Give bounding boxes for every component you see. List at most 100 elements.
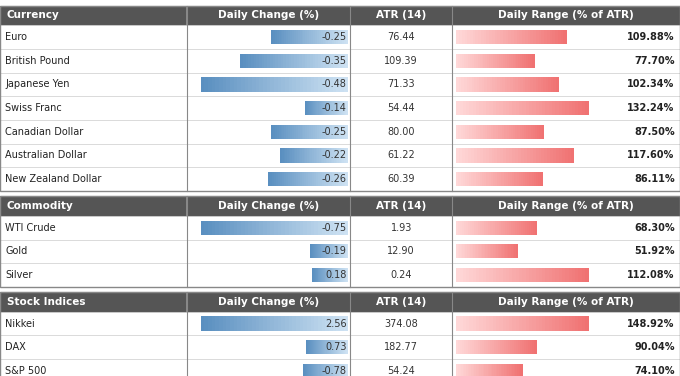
Bar <box>321 54 324 68</box>
Bar <box>296 317 301 331</box>
Bar <box>473 364 475 376</box>
Bar <box>307 54 311 68</box>
Bar <box>208 317 212 331</box>
Bar <box>341 244 343 258</box>
Bar <box>509 149 513 162</box>
Bar <box>530 30 534 44</box>
Bar <box>559 317 562 331</box>
Bar <box>329 221 333 235</box>
Text: -0.19: -0.19 <box>322 246 347 256</box>
Bar <box>316 268 318 282</box>
Bar <box>452 6 453 25</box>
Bar <box>256 77 260 91</box>
Bar <box>488 340 491 354</box>
Bar <box>504 244 506 258</box>
Bar <box>532 268 537 282</box>
Bar <box>504 340 507 354</box>
Bar <box>500 340 503 354</box>
Bar <box>525 30 528 44</box>
Bar <box>0 292 680 376</box>
Bar <box>467 30 471 44</box>
Bar <box>311 30 313 44</box>
Bar <box>308 364 310 376</box>
Bar <box>529 101 533 115</box>
Bar <box>555 30 558 44</box>
Bar <box>538 77 541 91</box>
Bar <box>211 317 216 331</box>
Bar <box>310 340 311 354</box>
Bar <box>292 172 294 186</box>
Bar <box>316 54 319 68</box>
Text: ATR (14): ATR (14) <box>376 11 426 20</box>
Bar <box>292 77 296 91</box>
Bar <box>528 125 531 139</box>
Bar <box>484 221 487 235</box>
Bar <box>322 77 326 91</box>
Bar <box>499 101 503 115</box>
Text: 54.44: 54.44 <box>388 103 415 113</box>
Bar <box>324 149 326 162</box>
Bar <box>274 77 278 91</box>
Bar <box>345 172 348 186</box>
Bar <box>513 244 515 258</box>
Bar <box>320 364 322 376</box>
Bar <box>460 364 462 376</box>
Bar <box>330 244 331 258</box>
Bar <box>339 268 341 282</box>
Bar <box>330 125 333 139</box>
Bar <box>330 268 331 282</box>
Bar <box>330 340 333 354</box>
Bar <box>508 172 511 186</box>
Bar <box>312 268 313 282</box>
Bar <box>484 364 487 376</box>
Bar <box>472 244 474 258</box>
Bar <box>499 172 502 186</box>
Bar <box>345 54 348 68</box>
Bar <box>530 149 533 162</box>
Bar <box>456 101 460 115</box>
Bar <box>456 149 460 162</box>
Bar <box>471 340 473 354</box>
Bar <box>307 101 309 115</box>
Bar <box>312 244 313 258</box>
Bar <box>302 54 305 68</box>
Bar <box>516 340 519 354</box>
Bar <box>489 149 492 162</box>
Bar <box>495 30 498 44</box>
Bar <box>512 340 515 354</box>
Bar <box>487 77 490 91</box>
Bar <box>296 54 300 68</box>
Bar <box>493 172 496 186</box>
Bar <box>541 77 544 91</box>
Bar <box>345 125 348 139</box>
Bar <box>510 244 512 258</box>
Bar <box>456 54 459 68</box>
Bar <box>339 364 340 376</box>
Bar <box>248 77 253 91</box>
Bar <box>309 125 312 139</box>
Bar <box>554 77 557 91</box>
Bar <box>314 77 319 91</box>
Bar <box>506 30 509 44</box>
Bar <box>509 221 511 235</box>
Bar <box>285 221 290 235</box>
Bar <box>460 221 463 235</box>
Bar <box>505 244 507 258</box>
Bar <box>318 77 322 91</box>
Bar <box>248 54 252 68</box>
Bar <box>320 268 321 282</box>
Bar <box>552 30 556 44</box>
Bar <box>327 244 328 258</box>
Bar <box>341 340 343 354</box>
Bar <box>318 364 319 376</box>
Bar <box>325 101 326 115</box>
Bar <box>339 268 340 282</box>
Bar <box>516 54 519 68</box>
Text: 112.08%: 112.08% <box>627 270 675 280</box>
Bar <box>482 77 485 91</box>
Bar <box>301 149 303 162</box>
Bar <box>307 77 311 91</box>
Bar <box>335 172 338 186</box>
Bar <box>332 30 335 44</box>
Bar <box>478 244 480 258</box>
